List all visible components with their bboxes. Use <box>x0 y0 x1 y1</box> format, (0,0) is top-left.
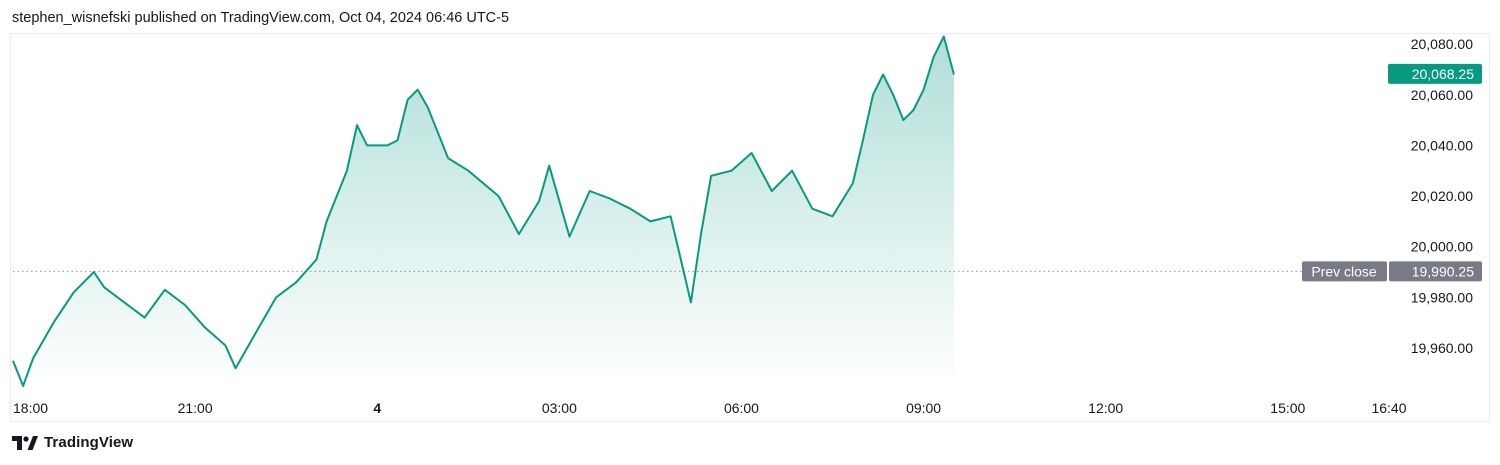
price-point <box>892 94 894 96</box>
price-point <box>93 271 95 273</box>
price-point <box>275 296 277 298</box>
price-line <box>12 35 955 387</box>
price-point <box>518 233 520 235</box>
y-tick-label: 20,040.00 <box>1411 137 1473 153</box>
price-point <box>447 157 449 159</box>
price-point <box>730 170 732 172</box>
x-tick-label: 16:40 <box>1371 400 1406 416</box>
publisher-line: stephen_wisnefski published on TradingVi… <box>12 10 510 26</box>
price-point <box>235 367 237 369</box>
price-point <box>832 215 834 217</box>
chart-frame[interactable]: 19,960.00 19,980.00 20,000.00 20,020.00 20,0… <box>10 33 1490 422</box>
last-price-tag-bg <box>1388 63 1482 84</box>
footer-brand[interactable]: TradingView <box>12 434 133 451</box>
price-point <box>751 152 753 154</box>
price-point <box>103 286 105 288</box>
price-area <box>13 36 954 386</box>
x-tick-label: 06:00 <box>724 400 759 416</box>
price-point <box>902 119 904 121</box>
price-point <box>791 170 793 172</box>
price-point <box>690 301 692 303</box>
price-point <box>670 215 672 217</box>
last-price-tag: 20,068.25 <box>1388 63 1482 84</box>
x-tick-label: 03:00 <box>542 400 577 416</box>
price-point <box>164 289 166 291</box>
price-point <box>933 56 935 58</box>
price-point <box>649 220 651 222</box>
price-point <box>356 124 358 126</box>
last-price-label: 20,068.25 <box>1412 66 1474 82</box>
tradingview-logo-icon <box>12 435 38 450</box>
price-chart[interactable]: 19,960.00 19,980.00 20,000.00 20,020.00 20,0… <box>11 34 1489 421</box>
y-axis[interactable]: 19,960.00 19,980.00 20,000.00 20,020.00 20,0… <box>1411 36 1473 356</box>
price-point <box>923 89 925 91</box>
price-point <box>548 165 550 167</box>
price-point <box>710 175 712 177</box>
x-tick-label: 12:00 <box>1088 400 1123 416</box>
price-point <box>700 233 702 235</box>
price-point <box>912 109 914 111</box>
price-point <box>882 74 884 76</box>
price-point <box>629 208 631 210</box>
price-point <box>862 139 864 141</box>
y-tick-label: 19,960.00 <box>1411 340 1473 356</box>
price-point <box>953 74 955 76</box>
price-point <box>467 170 469 172</box>
price-point <box>73 291 75 293</box>
prev-close-value: 19,990.25 <box>1412 263 1474 279</box>
price-point <box>811 208 813 210</box>
y-tick-label: 19,980.00 <box>1411 289 1473 305</box>
price-point <box>872 94 874 96</box>
price-point <box>204 327 206 329</box>
x-tick-label: 21:00 <box>178 400 213 416</box>
price-point <box>52 322 54 324</box>
y-tick-label: 20,080.00 <box>1411 36 1473 52</box>
x-tick-label: 4 <box>373 400 381 416</box>
footer-brand-label: TradingView <box>44 434 134 451</box>
price-point <box>326 220 328 222</box>
price-point <box>852 182 854 184</box>
price-point <box>22 385 24 387</box>
price-point <box>255 332 257 334</box>
price-point <box>295 281 297 283</box>
price-point <box>568 236 570 238</box>
price-point <box>943 36 945 38</box>
prev-close-label: Prev close <box>1311 263 1377 279</box>
price-point <box>771 190 773 192</box>
price-point <box>32 357 34 359</box>
prev-close-tag-bg <box>1302 261 1387 282</box>
price-point <box>498 195 500 197</box>
price-point <box>346 170 348 172</box>
price-point <box>184 304 186 306</box>
price-point <box>224 344 226 346</box>
x-axis[interactable]: 18:00 21:00 4 03:00 06:00 09:00 12:00 15:00 16:4… <box>13 400 1407 416</box>
price-point <box>366 144 368 146</box>
y-tick-label: 20,000.00 <box>1411 239 1473 255</box>
prev-close-tag: Prev close 19,990.25 <box>1302 261 1482 282</box>
price-point <box>386 144 388 146</box>
price-point <box>427 106 429 108</box>
price-point <box>144 317 146 319</box>
price-point <box>407 99 409 101</box>
y-tick-label: 20,020.00 <box>1411 188 1473 204</box>
price-point <box>538 200 540 202</box>
x-tick-label: 09:00 <box>906 400 941 416</box>
price-point <box>609 198 611 200</box>
price-point <box>12 360 14 362</box>
prev-close-value-bg <box>1389 261 1482 282</box>
price-point <box>417 89 419 91</box>
price-point <box>680 258 682 260</box>
x-tick-label: 15:00 <box>1270 400 1305 416</box>
price-point <box>589 190 591 192</box>
price-point <box>396 139 398 141</box>
y-tick-label: 20,060.00 <box>1411 87 1473 103</box>
price-point <box>123 301 125 303</box>
x-tick-label: 18:00 <box>13 400 48 416</box>
price-point <box>316 258 318 260</box>
